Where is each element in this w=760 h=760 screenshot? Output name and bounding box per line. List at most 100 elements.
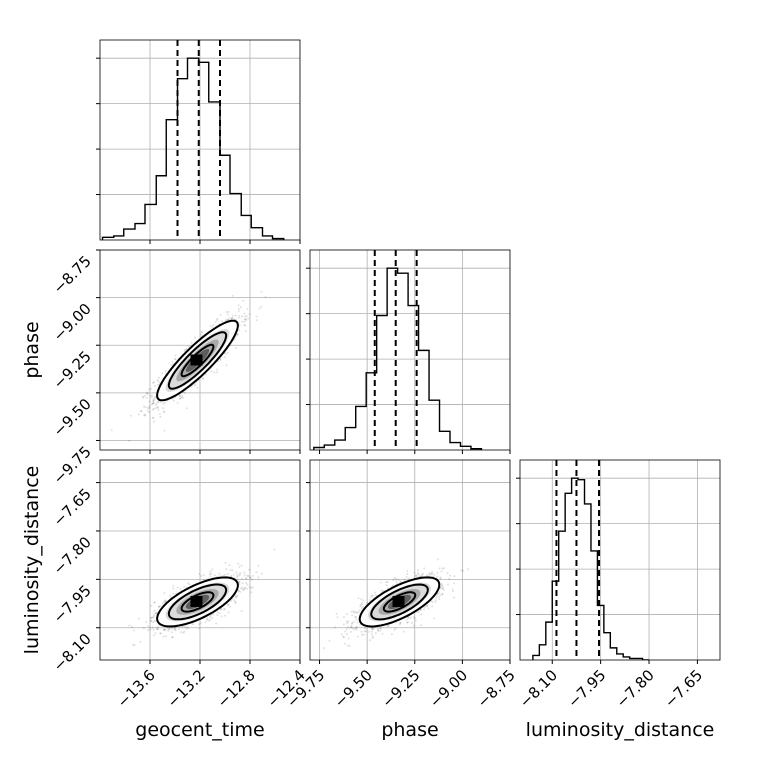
sample-point	[144, 394, 147, 397]
sample-point	[151, 626, 154, 629]
sample-point	[453, 596, 456, 599]
sample-point	[235, 596, 238, 599]
sample-point	[196, 386, 199, 389]
corner-cells: −9.75−9.50−9.25−9.00−8.75−13.6 −13.2 −12.8…	[50, 39, 721, 711]
sample-point	[247, 317, 250, 320]
sample-point	[394, 627, 397, 630]
sample-point	[395, 577, 398, 580]
sample-point	[181, 394, 184, 397]
sample-point	[449, 574, 452, 577]
sample-point	[409, 616, 412, 619]
sample-point	[414, 619, 417, 622]
sample-point	[347, 620, 350, 623]
sample-point	[216, 614, 219, 617]
sample-point	[163, 628, 166, 631]
sample-point	[155, 627, 158, 630]
sample-point	[231, 569, 234, 572]
sample-point	[386, 624, 389, 627]
sample-point	[150, 394, 153, 397]
sample-point	[139, 640, 142, 643]
sample-point	[233, 318, 236, 321]
sample-point	[243, 315, 246, 318]
sample-point	[248, 576, 251, 579]
sample-point	[150, 619, 153, 622]
sample-point	[227, 611, 230, 614]
sample-point	[156, 406, 159, 409]
sample-point	[168, 628, 171, 631]
sample-point	[245, 577, 248, 580]
sample-point	[190, 341, 193, 344]
sample-point	[345, 612, 348, 615]
sample-point	[152, 399, 155, 402]
sample-point	[260, 572, 263, 575]
panel-frame	[99, 39, 301, 241]
joint-phase-vs-luminosity-distance: −9.75 −9.50 −9.25 −9.00 −8.75	[283, 459, 519, 711]
sample-point	[441, 587, 444, 590]
sample-point	[238, 580, 241, 583]
sample-point	[224, 614, 227, 617]
sample-point	[356, 621, 359, 624]
sample-point	[370, 596, 373, 599]
sample-point	[240, 564, 243, 567]
joint-geocent-time-vs-luminosity-distance: −13.6 −13.2 −12.8 −12.4−8.10−7.95−7.80−7.65	[50, 459, 309, 711]
sample-point	[231, 317, 234, 320]
sample-point	[150, 619, 153, 622]
sample-point	[151, 616, 154, 619]
sample-point	[352, 620, 355, 623]
luminosity-distance-ylabel: luminosity_distance	[21, 466, 43, 655]
sample-point	[248, 568, 251, 571]
sample-point	[169, 594, 172, 597]
sample-point	[342, 623, 345, 626]
sample-point	[156, 383, 159, 386]
sample-point	[334, 626, 337, 629]
sample-point	[362, 633, 365, 636]
sample-point	[346, 622, 349, 625]
sample-point	[163, 410, 166, 413]
sample-point	[213, 574, 216, 577]
sample-point	[177, 628, 180, 631]
sample-point	[171, 636, 174, 639]
sample-point	[200, 333, 203, 336]
sample-point	[178, 394, 181, 397]
sample-point	[187, 582, 190, 585]
sample-point	[236, 573, 239, 576]
sample-point	[202, 377, 205, 380]
sample-point	[179, 394, 182, 397]
sample-point	[353, 611, 356, 614]
sample-point	[212, 324, 215, 327]
sample-point	[168, 627, 171, 630]
phase-xlabel: phase	[381, 719, 438, 741]
sample-point	[164, 628, 167, 631]
x-tick-label-geocent-time: −12.8	[214, 666, 259, 711]
sample-point	[236, 333, 239, 336]
sample-point	[356, 635, 359, 638]
sample-point	[185, 625, 188, 628]
sample-point	[162, 635, 165, 638]
sample-point	[153, 602, 156, 605]
sample-point	[146, 391, 149, 394]
sample-point	[221, 574, 224, 577]
sample-point	[244, 324, 247, 327]
sample-point	[156, 628, 159, 631]
sample-point	[149, 394, 152, 397]
sample-point	[146, 396, 149, 399]
y-tick-label-phase: −9.75	[50, 443, 95, 488]
cell-content	[100, 460, 300, 660]
contour-2	[382, 591, 417, 613]
sample-point	[158, 605, 161, 608]
sample-point	[245, 315, 248, 318]
sample-point	[236, 594, 239, 597]
sample-point	[241, 586, 244, 589]
sample-point	[244, 586, 247, 589]
sample-point	[354, 627, 357, 630]
sample-point	[230, 599, 233, 602]
sample-point	[236, 333, 239, 336]
sample-point	[441, 567, 444, 570]
x-tick-label-phase: −9.25	[378, 666, 423, 711]
sample-point	[419, 624, 422, 627]
sample-point	[236, 333, 239, 336]
sample-point	[238, 583, 241, 586]
sample-point	[243, 324, 246, 327]
sample-point	[428, 573, 431, 576]
sample-point	[438, 591, 441, 594]
